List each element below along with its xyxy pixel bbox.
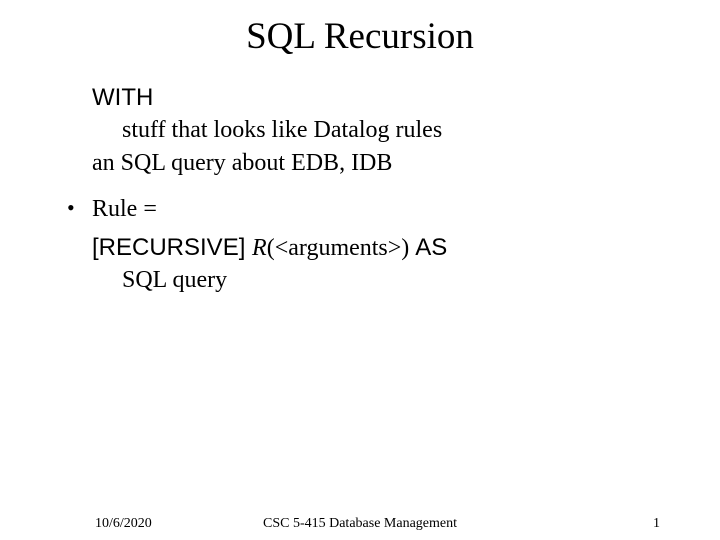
- slide-body: WITH stuff that looks like Datalog rules…: [92, 82, 652, 296]
- slide-title: SQL Recursion: [0, 15, 720, 58]
- footer-page-number: 1: [653, 516, 660, 532]
- recursive-args: (<arguments>): [267, 235, 416, 261]
- recursive-as: AS: [415, 234, 447, 261]
- recursive-r: R: [252, 235, 267, 261]
- line-stuff: stuff that looks like Datalog rules: [122, 114, 652, 146]
- footer-center: CSC 5-415 Database Management: [0, 516, 720, 532]
- slide: SQL Recursion WITH stuff that looks like…: [0, 0, 720, 540]
- recursive-keyword: [RECURSIVE]: [92, 234, 252, 261]
- line-ansql: an SQL query about EDB, IDB: [92, 147, 652, 179]
- line-with: WITH: [92, 82, 652, 114]
- line-recursive: [RECURSIVE] R(<arguments>) AS: [92, 232, 652, 264]
- bullet-dot-icon: •: [67, 193, 92, 223]
- bullet-rule-label: Rule =: [92, 193, 157, 225]
- bullet-rule: • Rule =: [67, 193, 652, 225]
- line-sqlquery: SQL query: [122, 264, 652, 296]
